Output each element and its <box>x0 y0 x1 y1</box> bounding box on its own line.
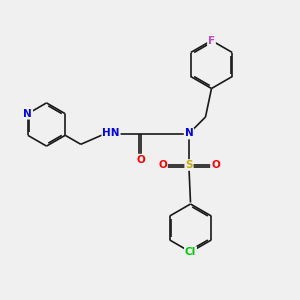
Text: HN: HN <box>102 128 120 139</box>
Text: F: F <box>208 35 215 46</box>
Text: O: O <box>136 154 146 165</box>
Text: N: N <box>184 128 194 139</box>
Text: S: S <box>185 160 193 170</box>
Text: Cl: Cl <box>185 247 196 257</box>
Text: O: O <box>211 160 220 170</box>
Text: O: O <box>158 160 167 170</box>
Text: N: N <box>23 109 32 119</box>
